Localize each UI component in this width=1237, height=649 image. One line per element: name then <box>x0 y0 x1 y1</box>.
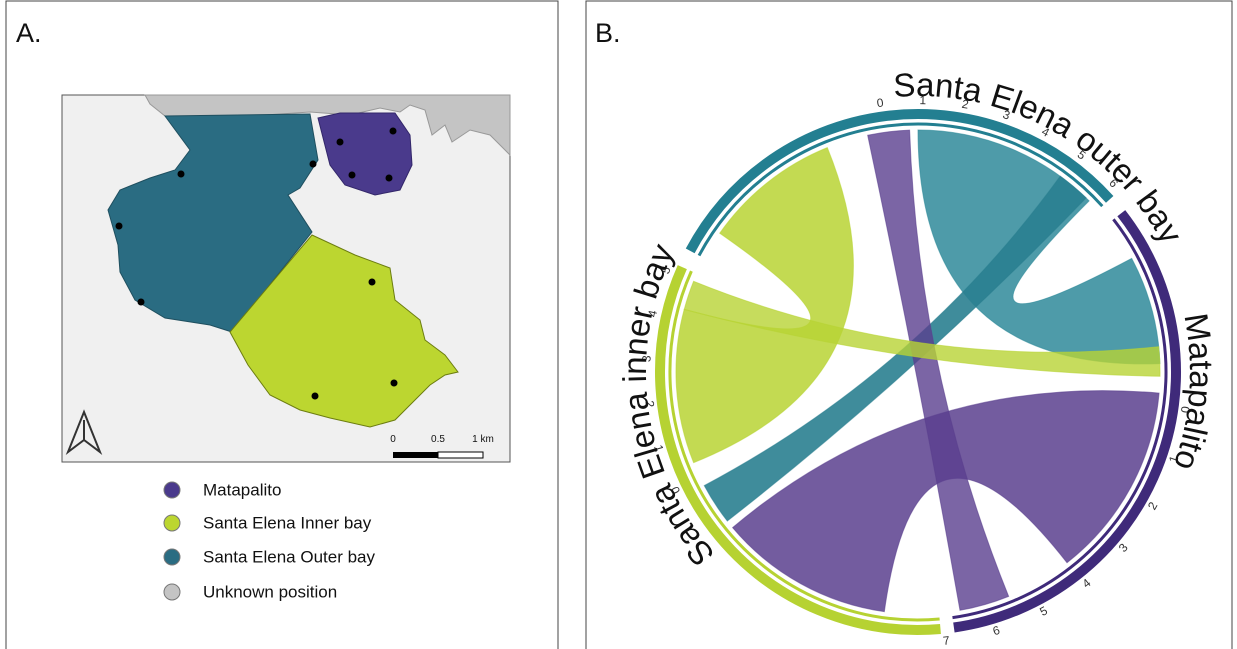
scale-bar <box>437 451 484 459</box>
sample-point <box>311 392 319 400</box>
tick-label: 2 <box>642 400 657 409</box>
chord-ribbon <box>917 129 1161 365</box>
tick-label: 3 <box>1116 540 1131 554</box>
tick-label: 5 <box>1037 603 1050 619</box>
tick-label: 4 <box>645 309 660 319</box>
tick-label: 0 <box>876 95 885 110</box>
tick-label: 2 <box>961 97 970 112</box>
legend-swatch <box>163 514 181 532</box>
scale-label: 0 <box>390 434 396 445</box>
legend: Matapalito Santa Elena Inner bay Santa E… <box>163 480 376 601</box>
sample-point <box>390 379 398 387</box>
tick-label: 6 <box>991 623 1002 638</box>
chord-ribbon <box>703 175 1087 522</box>
tick-label: 1 <box>651 443 666 454</box>
tick-label: 1 <box>1166 454 1182 465</box>
legend-swatch <box>163 583 181 601</box>
sample-points <box>115 127 398 400</box>
tick-label: 3 <box>1001 107 1012 123</box>
scale-label: 1 km <box>472 434 494 445</box>
sample-point <box>115 222 123 230</box>
sample-point <box>137 298 145 306</box>
tick-label: 4 <box>1079 575 1093 590</box>
sample-point <box>336 138 344 146</box>
chord-ribbon <box>867 129 1010 611</box>
sample-point <box>368 278 376 286</box>
chord-ribbon <box>731 390 1160 613</box>
tick-label: 2 <box>1145 499 1161 512</box>
group-inner-arc <box>697 122 1104 257</box>
outer-bay-area <box>107 113 319 333</box>
group-arc <box>655 265 941 635</box>
tick-label: 5 <box>658 264 674 276</box>
group-arc <box>685 109 1114 254</box>
panel-label: B. <box>595 18 621 48</box>
tick-label: 3 <box>639 355 653 363</box>
legend-label: Santa Elena Inner bay <box>203 513 372 532</box>
panel-a-frame <box>5 0 559 649</box>
panel-label: A. <box>16 18 42 48</box>
tick-label: 7 <box>942 633 950 648</box>
scale-label: 0.5 <box>431 434 445 445</box>
matapalito-area <box>317 112 413 196</box>
sample-point <box>389 127 397 135</box>
scale-bar <box>393 452 438 458</box>
map: 0 0.5 1 km <box>61 94 511 463</box>
panel-b-frame <box>585 0 1233 649</box>
sample-point <box>385 174 393 182</box>
inner-bay-area <box>229 234 459 428</box>
group-inner-arc <box>952 218 1168 620</box>
sample-point <box>348 171 356 179</box>
sample-point <box>177 170 185 178</box>
tick-label: 0 <box>1178 405 1193 414</box>
legend-label: Unknown position <box>203 582 337 601</box>
legend-label: Matapalito <box>203 480 281 499</box>
legend-swatch <box>163 548 181 566</box>
tick-label: 1 <box>919 93 926 107</box>
sample-point <box>309 160 317 168</box>
group-arc <box>953 210 1182 633</box>
legend-label: Santa Elena Outer bay <box>203 547 376 566</box>
north-arrow <box>65 409 103 455</box>
chord-ribbon <box>683 280 1161 377</box>
group-inner-arc <box>668 270 940 622</box>
legend-swatch <box>163 481 181 499</box>
